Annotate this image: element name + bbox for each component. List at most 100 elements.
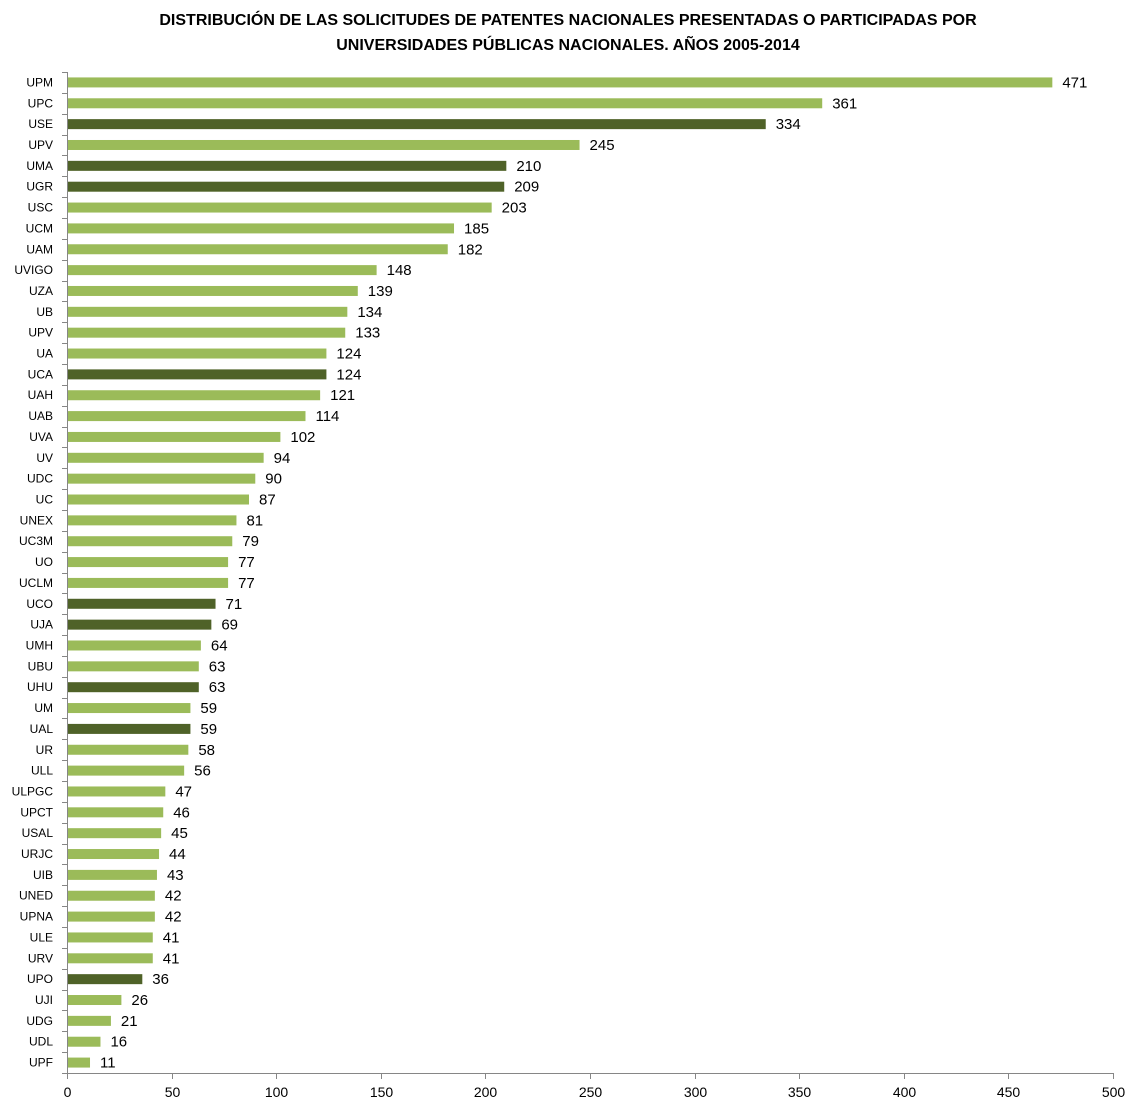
category-label: UPF: [29, 1056, 53, 1070]
category-label: UDC: [27, 472, 53, 486]
bar: [68, 536, 233, 547]
data-label: 42: [165, 888, 182, 905]
category-label: UPO: [27, 972, 53, 986]
category-label: UO: [35, 555, 53, 569]
category-label: UAM: [26, 242, 53, 256]
x-tick-label: 400: [893, 1084, 917, 1100]
data-label: 133: [355, 325, 380, 342]
data-label: 69: [221, 617, 238, 634]
data-label: 121: [330, 387, 355, 404]
bar: [68, 348, 327, 359]
bar: [68, 327, 346, 338]
category-label: UV: [36, 451, 53, 465]
category-label: UCLM: [19, 576, 53, 590]
category-label: UBU: [28, 659, 53, 673]
category-label: UZA: [29, 284, 53, 298]
bar: [68, 265, 377, 276]
bar: [68, 202, 492, 213]
category-label: UPV: [28, 326, 53, 340]
bar: [68, 515, 237, 526]
bar: [68, 119, 766, 130]
x-tick-label: 250: [579, 1084, 603, 1100]
chart-title-line-1: DISTRIBUCIÓN DE LAS SOLICITUDES DE PATEN…: [159, 12, 977, 29]
data-label: 209: [514, 179, 539, 196]
bar: [68, 77, 1053, 88]
bar: [68, 995, 122, 1006]
category-label: UVA: [29, 430, 53, 444]
data-label: 124: [336, 346, 361, 363]
category-label: USC: [28, 201, 54, 215]
data-label: 124: [336, 366, 361, 383]
data-label: 26: [131, 992, 148, 1009]
category-label: UMH: [26, 638, 53, 652]
category-label: UJA: [30, 618, 53, 632]
bar: [68, 494, 250, 505]
category-label: UM: [34, 701, 53, 715]
data-label: 59: [200, 700, 217, 717]
bar: [68, 1036, 101, 1047]
bar: [68, 452, 264, 463]
category-label: UA: [36, 347, 53, 361]
bar: [68, 849, 160, 860]
category-label: ULPGC: [12, 784, 54, 798]
x-tick-label: 0: [64, 1084, 72, 1100]
data-label: 41: [163, 929, 180, 946]
category-label: UDL: [29, 1035, 53, 1049]
bar: [68, 911, 155, 922]
bar: [68, 974, 143, 985]
bar: [68, 431, 281, 442]
bar: [68, 598, 216, 609]
data-label: 42: [165, 909, 182, 926]
data-label: 11: [100, 1055, 116, 1072]
x-tick-label: 100: [265, 1084, 289, 1100]
data-label: 79: [242, 533, 259, 550]
category-label: UNEX: [20, 513, 53, 527]
category-label: UHU: [27, 680, 53, 694]
chart-title-line-2: UNIVERSIDADES PÚBLICAS NACIONALES. AÑOS …: [336, 37, 800, 54]
data-label: 56: [194, 763, 211, 780]
data-label: 16: [110, 1034, 127, 1051]
category-label: UAB: [28, 409, 53, 423]
bar: [68, 932, 153, 943]
x-tick-label: 450: [997, 1084, 1021, 1100]
data-label: 58: [198, 742, 215, 759]
category-label: UGR: [26, 180, 53, 194]
data-label: 361: [832, 95, 857, 112]
x-tick-label: 350: [788, 1084, 812, 1100]
category-label: ULE: [30, 930, 53, 944]
category-label: ULL: [31, 764, 53, 778]
category-label: UNED: [19, 889, 53, 903]
bar: [68, 890, 155, 901]
bar: [68, 139, 580, 150]
data-label: 43: [167, 867, 184, 884]
bar: [68, 1015, 111, 1026]
data-label: 47: [175, 783, 192, 800]
data-label: 245: [590, 137, 615, 154]
bar: [68, 828, 162, 839]
data-label: 64: [211, 637, 228, 654]
bar: [68, 682, 199, 693]
category-label: UPNA: [20, 910, 53, 924]
bar: [68, 369, 327, 380]
data-label: 77: [238, 554, 255, 571]
bar: [68, 98, 823, 109]
data-label: 210: [516, 158, 541, 175]
bar: [68, 411, 306, 422]
chart-title: DISTRIBUCIÓN DE LAS SOLICITUDES DE PATEN…: [0, 8, 1136, 58]
data-label: 203: [502, 200, 527, 217]
category-label: UPV: [28, 138, 53, 152]
data-label: 41: [163, 950, 180, 967]
x-tick-label: 300: [684, 1084, 708, 1100]
bar: [68, 285, 358, 296]
data-label: 87: [259, 492, 276, 509]
bar: [68, 557, 229, 568]
bar: [68, 723, 191, 734]
data-label: 21: [121, 1013, 138, 1030]
category-label: UPC: [28, 96, 54, 110]
category-label: USAL: [22, 826, 54, 840]
bar: [68, 619, 212, 630]
category-label: UB: [36, 305, 53, 319]
category-label: UAH: [28, 388, 53, 402]
data-label: 185: [464, 220, 489, 237]
